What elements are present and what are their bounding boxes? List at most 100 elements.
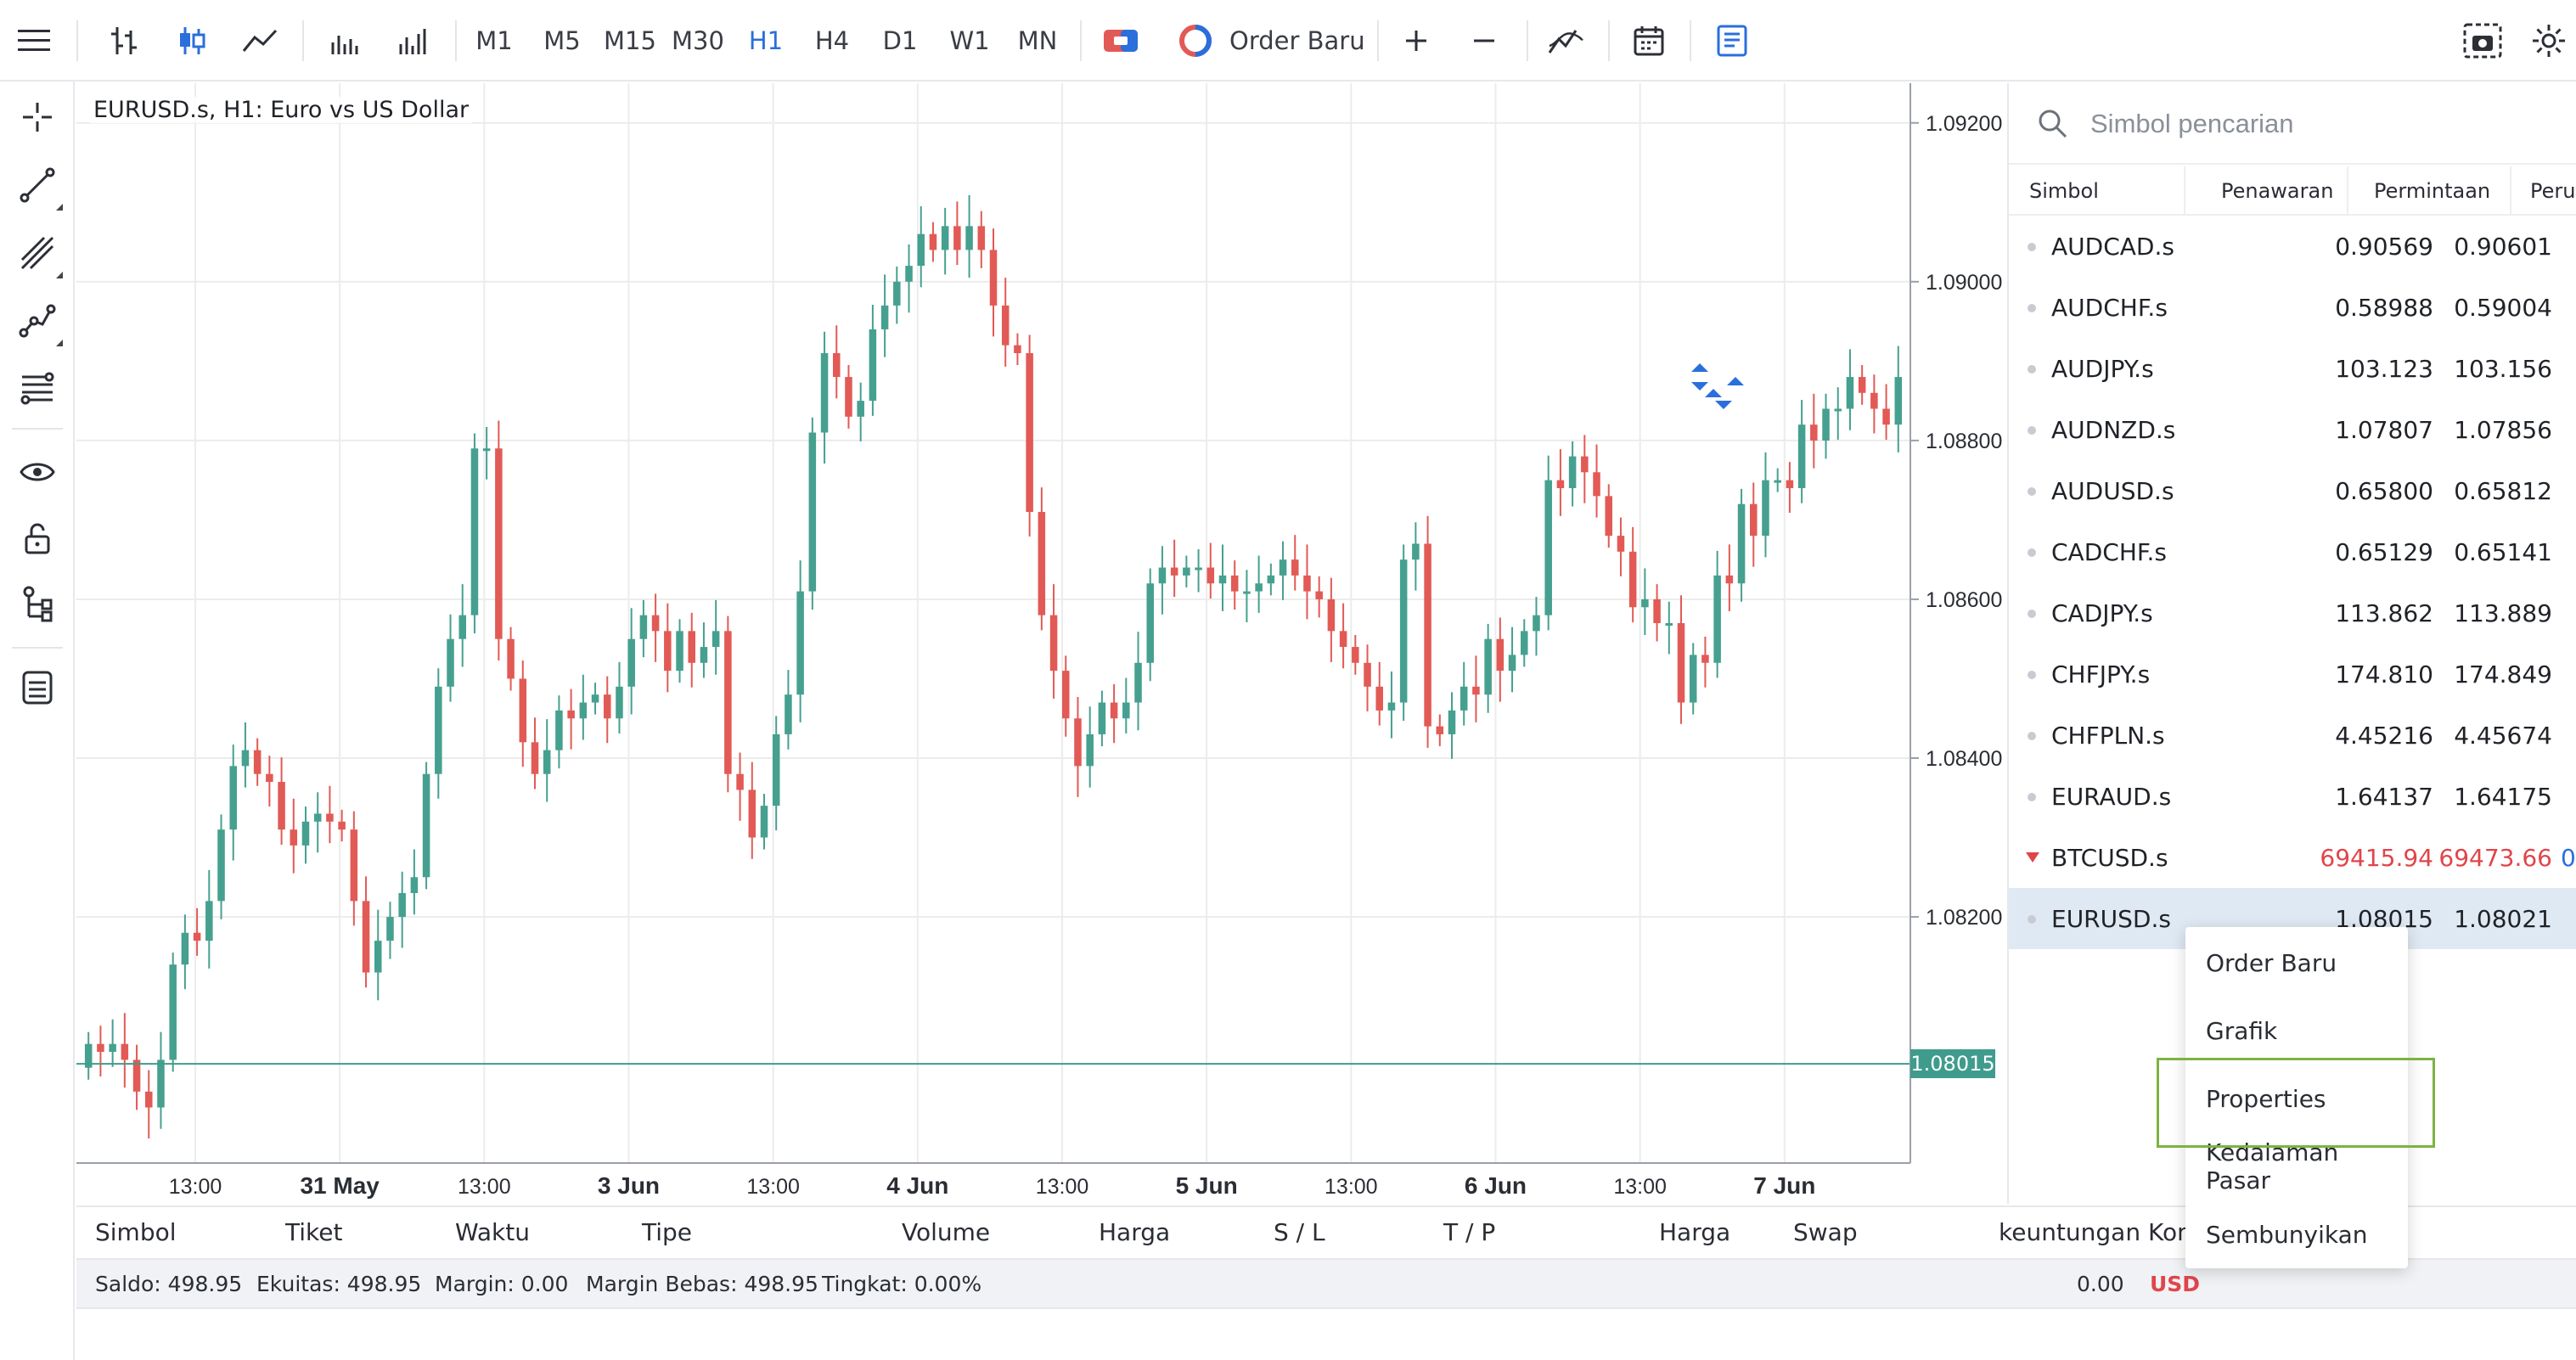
column-price[interactable]: Harga [1099, 1217, 1171, 1246]
timeframe-m1[interactable]: M1 [475, 26, 513, 55]
crosshair-icon[interactable] [10, 90, 65, 144]
candlestick-icon[interactable] [165, 14, 219, 68]
y-tick-label: 1.08400 [1926, 747, 2002, 771]
watchlist-row[interactable]: CHFPLN.s 4.45216 4.45674 [2009, 705, 2576, 766]
watchlist-header: Simbol Penawaran Permintaan Perub [2009, 166, 2576, 216]
column-ask[interactable]: Permintaan [2374, 179, 2491, 203]
row-bid: 1.07807 [2335, 415, 2433, 444]
menu-item-properties[interactable]: Properties [2206, 1084, 2326, 1113]
screenshot-icon[interactable] [2455, 14, 2510, 68]
column-bid[interactable]: Penawaran [2221, 179, 2334, 203]
row-symbol: BTCUSD.s [2051, 843, 2168, 872]
menu-item-market-depth[interactable]: Kedalaman Pasar [2206, 1138, 2339, 1194]
candle-up [880, 305, 889, 329]
timeframe-m15[interactable]: M15 [604, 26, 656, 55]
polyline-icon[interactable] [10, 294, 65, 348]
chart-canvas[interactable]: 1.09200 1.09000 1.08800 1.08600 1.08400 1.082… [76, 83, 2007, 1204]
candle-down [1858, 377, 1866, 393]
menu-item-new-order[interactable]: Order Baru [2206, 948, 2337, 977]
candle-up [857, 401, 864, 417]
toolbar-divider [1690, 20, 1691, 61]
timeframe-m30[interactable]: M30 [672, 26, 724, 55]
candle-up [181, 932, 189, 965]
object-tree-icon[interactable] [10, 577, 65, 632]
timeframe-mn[interactable]: MN [1017, 26, 1058, 55]
candle-down [132, 1059, 141, 1092]
candle-down [1677, 623, 1685, 703]
lock-icon[interactable] [10, 511, 65, 565]
column-type[interactable]: Tipe [642, 1217, 693, 1246]
trend-line-icon[interactable] [10, 158, 65, 212]
watchlist-row[interactable]: BTCUSD.s 69415.94 69473.66 0 [2009, 827, 2576, 888]
line-chart-icon[interactable] [233, 14, 287, 68]
channel-icon[interactable] [10, 226, 65, 280]
one-click-trading-icon[interactable] [1094, 14, 1148, 68]
trade-marker-icon[interactable] [1691, 363, 1744, 409]
candle-down [1496, 638, 1505, 672]
column-symbol[interactable]: Simbol [2029, 179, 2099, 203]
candle-up [205, 901, 213, 941]
order-icon[interactable] [1172, 14, 1219, 68]
row-ask: 0.65812 [2454, 476, 2552, 505]
watchlist-row[interactable]: CADCHF.s 0.65129 0.65141 [2009, 521, 2576, 582]
search-input[interactable] [2090, 102, 2566, 146]
column-ticket[interactable]: Tiket [285, 1217, 343, 1246]
candle-up [470, 448, 479, 615]
column-swap[interactable]: Swap [1793, 1217, 1858, 1246]
menu-icon[interactable] [7, 14, 61, 68]
zoom-out-icon[interactable] [1457, 14, 1511, 68]
volumes-icon[interactable] [318, 14, 372, 68]
column-volume[interactable]: Volume [902, 1217, 991, 1246]
column-time[interactable]: Waktu [455, 1217, 530, 1246]
price-chart[interactable]: 1.09200 1.09000 1.08800 1.08600 1.08400 1.082… [76, 83, 2002, 1199]
layers-icon[interactable] [10, 660, 65, 715]
menu-item-hide[interactable]: Sembunyikan [2206, 1220, 2368, 1249]
column-profit[interactable]: keuntungan [1999, 1217, 2141, 1246]
watchlist-row[interactable]: EURAUD.s 1.64137 1.64175 [2009, 766, 2576, 827]
column-tp[interactable]: T / P [1443, 1217, 1496, 1246]
watchlist-row[interactable]: AUDJPY.s 103.123 103.156 [2009, 338, 2576, 399]
timeframe-m5[interactable]: M5 [543, 26, 581, 55]
candle-up [1521, 631, 1528, 655]
row-bid: 69415.94 [2320, 843, 2433, 872]
row-symbol: AUDCAD.s [2051, 232, 2174, 261]
candle-down [1206, 567, 1215, 584]
new-order-button[interactable]: Order Baru [1229, 26, 1365, 55]
eye-icon[interactable] [10, 445, 65, 499]
column-change[interactable]: Perub [2530, 179, 2576, 203]
calendar-icon[interactable] [1622, 14, 1676, 68]
bar-chart-icon[interactable] [97, 14, 151, 68]
candle-down [266, 773, 273, 783]
timeframe-h1[interactable]: H1 [748, 26, 784, 55]
margin: Margin: 0.00 [435, 1271, 569, 1296]
trade-panel-icon[interactable] [1705, 14, 1759, 68]
watchlist-row[interactable]: CADJPY.s 113.862 113.889 [2009, 582, 2576, 643]
watchlist-row[interactable]: AUDUSD.s 0.65800 0.65812 [2009, 460, 2576, 521]
column-sl[interactable]: S / L [1274, 1217, 1325, 1246]
watchlist-row[interactable]: AUDNZD.s 1.07807 1.07856 [2009, 399, 2576, 460]
timeframe-w1[interactable]: W1 [949, 26, 990, 55]
status-dot [2028, 243, 2036, 251]
candle-up [808, 432, 817, 592]
menu-item-chart[interactable]: Grafik [2206, 1016, 2278, 1045]
tick-volumes-icon[interactable] [385, 14, 440, 68]
watchlist-row[interactable]: AUDCHF.s 0.58988 0.59004 [2009, 277, 2576, 338]
row-ask: 113.889 [2454, 599, 2552, 627]
column-current-price[interactable]: Harga [1659, 1217, 1731, 1246]
fibonacci-icon[interactable] [10, 362, 65, 416]
sidebar-divider [12, 428, 63, 430]
status-dot [2028, 671, 2036, 679]
watchlist-row[interactable]: AUDCAD.s 0.90569 0.90601 [2009, 216, 2576, 277]
column-symbol[interactable]: Simbol [95, 1217, 177, 1246]
zoom-in-icon[interactable] [1389, 14, 1443, 68]
indicators-icon[interactable] [1538, 14, 1593, 68]
candle-down [1472, 686, 1480, 695]
timeframe-d1[interactable]: D1 [882, 26, 918, 55]
watchlist-row[interactable]: CHFJPY.s 174.810 174.849 [2009, 643, 2576, 705]
candle-up [109, 1043, 116, 1053]
candle-down [145, 1091, 153, 1108]
candle-down [1339, 631, 1347, 648]
settings-icon[interactable] [2522, 14, 2576, 68]
timeframe-h4[interactable]: H4 [814, 26, 850, 55]
row-ask: 1.07856 [2454, 415, 2552, 444]
